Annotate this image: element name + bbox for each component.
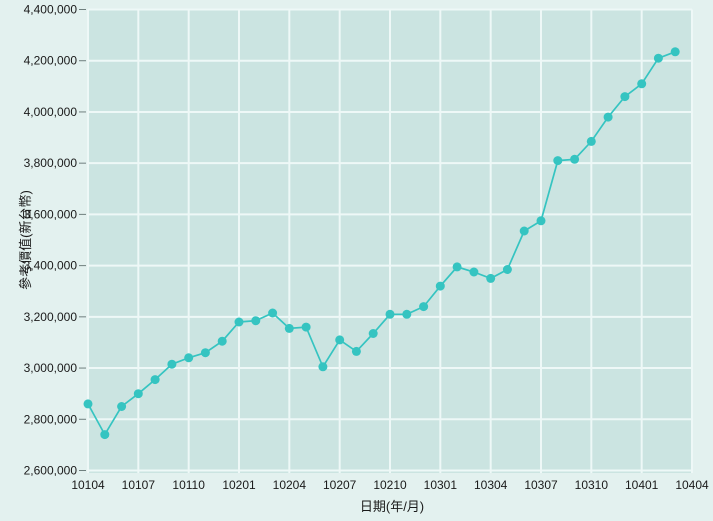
data-point-marker — [268, 308, 278, 318]
data-point-marker — [150, 375, 160, 385]
x-tick-label: 10307 — [524, 478, 558, 492]
data-point-marker — [452, 262, 462, 272]
y-tick-label: 4,000,000 — [24, 105, 78, 119]
data-point-marker — [670, 47, 680, 57]
data-point-marker — [100, 430, 110, 440]
data-point-marker — [217, 336, 227, 346]
x-tick-label: 10204 — [273, 478, 307, 492]
y-tick-label: 3,600,000 — [24, 207, 78, 221]
data-point-marker — [570, 154, 580, 164]
y-tick-label: 4,400,000 — [24, 3, 78, 17]
gridlines — [87, 8, 693, 473]
y-tick-label: 2,600,000 — [24, 464, 78, 478]
x-tick-label: 10107 — [122, 478, 156, 492]
data-point-marker — [536, 216, 546, 226]
data-point-marker — [318, 362, 328, 372]
x-tick-label: 10304 — [474, 478, 508, 492]
data-point-marker — [251, 316, 261, 326]
y-axis-title: 參考價值(新台幣) — [18, 190, 33, 290]
data-point-marker — [83, 399, 93, 409]
data-point-marker — [200, 348, 210, 358]
data-point-marker — [368, 329, 378, 338]
x-tick-label: 10201 — [222, 478, 256, 492]
y-tick-label: 2,800,000 — [24, 412, 78, 426]
data-point-marker — [402, 309, 412, 319]
y-tick-label: 3,400,000 — [24, 259, 78, 273]
x-tick-label: 10404 — [675, 478, 709, 492]
y-axis-tick-marks — [79, 9, 86, 471]
x-axis-tick-labels: 10104 10107 10110 10201 10204 10207 10210 10301… — [71, 478, 709, 492]
data-point-marker — [419, 302, 429, 312]
data-point-marker — [351, 346, 361, 356]
y-axis-tick-labels: 2,600,000 2,800,000 3,000,000 3,200,000 3,40… — [24, 3, 78, 478]
data-point-marker — [469, 267, 479, 277]
data-point-marker — [117, 402, 127, 411]
x-tick-label: 10210 — [373, 478, 407, 492]
data-point-marker — [653, 53, 663, 63]
y-tick-label: 3,000,000 — [24, 361, 78, 375]
data-point-marker — [586, 136, 596, 146]
data-point-marker — [603, 112, 613, 122]
y-tick-label: 3,200,000 — [24, 310, 78, 324]
x-axis-title: 日期(年/月) — [360, 499, 424, 514]
data-point-marker — [385, 309, 395, 319]
x-tick-label: 10301 — [424, 478, 458, 492]
data-point-marker — [486, 273, 496, 283]
data-point-marker — [502, 265, 512, 274]
y-tick-label: 4,200,000 — [24, 54, 78, 68]
x-tick-label: 10104 — [71, 478, 105, 492]
data-point-markers — [83, 47, 680, 440]
x-tick-label: 10401 — [625, 478, 659, 492]
x-tick-label: 10110 — [172, 478, 205, 492]
data-point-marker — [133, 389, 143, 399]
data-point-marker — [637, 79, 647, 89]
data-point-marker — [519, 226, 529, 236]
y-tick-label: 3,800,000 — [24, 156, 78, 170]
data-point-marker — [301, 322, 311, 332]
x-tick-label: 10207 — [323, 478, 357, 492]
data-point-marker — [234, 317, 244, 327]
data-point-marker — [435, 281, 445, 291]
x-tick-label: 10310 — [575, 478, 609, 492]
data-point-marker — [553, 156, 563, 166]
data-point-marker — [284, 323, 294, 333]
data-point-marker — [335, 335, 345, 345]
data-point-marker — [620, 92, 630, 102]
data-point-marker — [167, 359, 177, 369]
data-point-marker — [184, 353, 194, 363]
